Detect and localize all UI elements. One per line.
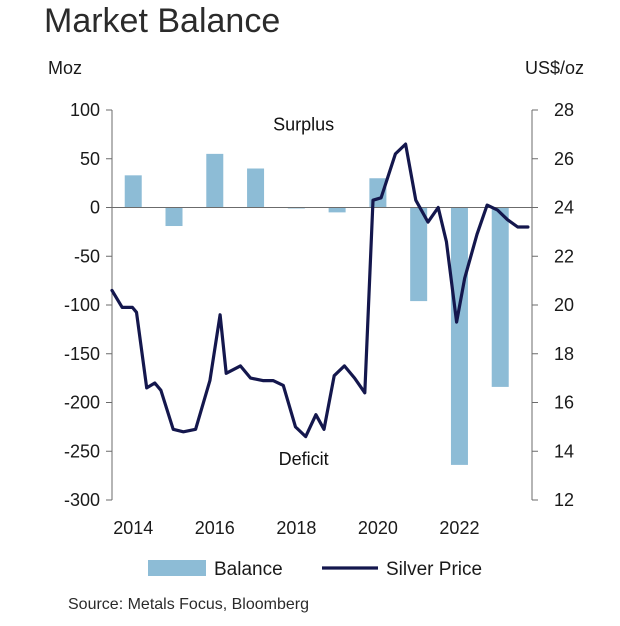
- left-tick-label: 0: [90, 198, 100, 218]
- right-axis-unit: US$/oz: [524, 58, 584, 78]
- right-tick-label: 18: [554, 344, 574, 364]
- left-tick-label: 100: [70, 100, 100, 120]
- legend-silver-price-label: Silver Price: [386, 559, 482, 580]
- tick-labels: 100500-50-100-150-200-250-30028262422201…: [64, 100, 574, 538]
- left-tick-label: -300: [64, 490, 100, 510]
- right-tick-label: 20: [554, 295, 574, 315]
- balance-bar-2021: [410, 207, 428, 302]
- balance-bar-2019: [328, 207, 346, 213]
- legend-balance-swatch: [148, 560, 206, 576]
- left-tick-label: -200: [64, 393, 100, 413]
- x-tick-label: 2014: [113, 518, 153, 538]
- balance-bar-2022: [450, 207, 468, 465]
- x-tick-label: 2016: [195, 518, 235, 538]
- balance-bar-2017: [247, 168, 265, 208]
- source-note: Source: Metals Focus, Bloomberg: [68, 596, 309, 613]
- right-tick-label: 16: [554, 393, 574, 413]
- right-tick-label: 12: [554, 490, 574, 510]
- silver-price-line-layer: [110, 142, 530, 439]
- x-tick-label: 2020: [358, 518, 398, 538]
- chart-axes: [106, 109, 538, 501]
- left-tick-label: -50: [74, 246, 100, 266]
- balance-bar-2023: [491, 207, 509, 387]
- annotation-deficit: Deficit: [279, 449, 329, 469]
- left-tick-label: -250: [64, 441, 100, 461]
- left-tick-label: -150: [64, 344, 100, 364]
- chart-title: Market Balance: [44, 2, 281, 40]
- balance-bar-2014: [124, 175, 142, 208]
- chart-annotations: Surplus Deficit: [273, 115, 334, 469]
- market-balance-chart: 100500-50-100-150-200-250-30028262422201…: [64, 100, 574, 580]
- x-tick-label: 2018: [276, 518, 316, 538]
- right-tick-label: 22: [554, 246, 574, 266]
- right-tick-label: 26: [554, 149, 574, 169]
- x-tick-label: 2022: [439, 518, 479, 538]
- right-tick-label: 28: [554, 100, 574, 120]
- legend-balance-label: Balance: [214, 559, 283, 580]
- left-tick-label: -100: [64, 295, 100, 315]
- left-axis-unit: Moz: [48, 58, 83, 78]
- right-tick-label: 24: [554, 198, 574, 218]
- left-tick-label: 50: [80, 149, 100, 169]
- balance-bar-2016: [206, 153, 224, 208]
- silver-price-line: [110, 142, 530, 439]
- right-tick-label: 14: [554, 441, 574, 461]
- balance-bars: [124, 153, 509, 465]
- balance-bar-2015: [165, 207, 183, 227]
- annotation-surplus: Surplus: [273, 115, 334, 135]
- chart-legend: Balance Silver Price: [148, 559, 482, 580]
